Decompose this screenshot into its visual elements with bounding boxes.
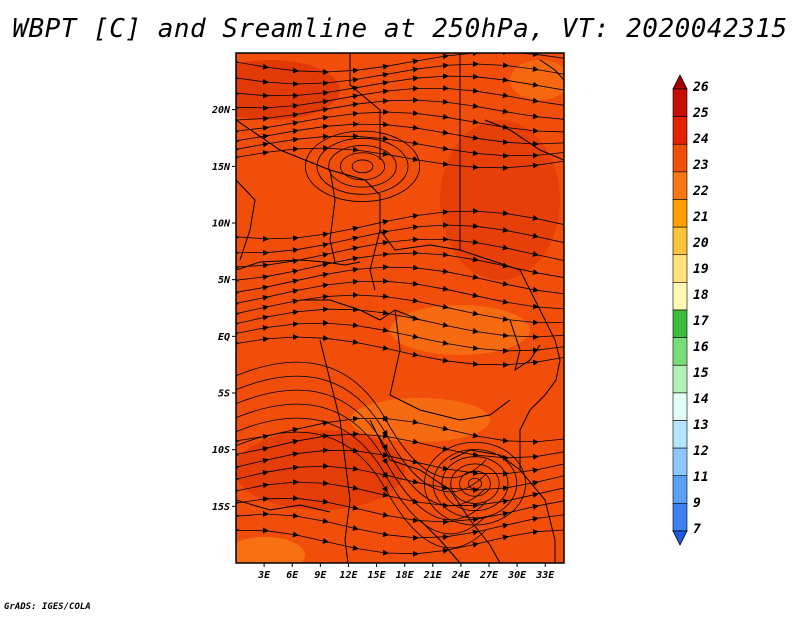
streamline [236,431,487,549]
wbpt-light-patch [390,305,530,355]
streamlines [236,53,564,557]
streamline [236,403,487,521]
colorbar-label: 21 [692,210,709,225]
colorbar-segment [672,420,688,449]
map-frame [235,52,565,564]
vortex-loop [450,463,500,504]
wbpt-light-patch [236,537,305,563]
colorbar-label: 14 [693,392,709,407]
x-tick-label: 9E [314,570,327,581]
streamline [236,417,487,535]
y-tick-label: 15S [212,502,230,513]
colorbar-segment [672,364,688,394]
streamline [236,389,487,507]
colorbar-label: 7 [693,522,701,537]
colorbar-segment [672,199,688,228]
x-tick-label: 6E [286,570,299,581]
colorbar-segment [672,88,688,117]
x-tick-label: 24E [451,570,471,581]
latitude-axis: 20N 15N 10N 5N EQ 5S 10S 15S [211,105,236,513]
grads-credit: GrADS: IGES/COLA [4,602,91,612]
vortex-loop [316,137,409,195]
streamline [236,361,487,479]
streamline [236,375,487,493]
map-title: WBPT [C] and Sreamline at 250hPa, VT: 20… [12,14,788,44]
colorbar-segment [672,337,688,366]
vortex-loop [328,145,397,188]
longitude-axis: 3E 6E 9E 12E 15E 18E 21E 24E 27E 30E 33E [257,563,555,581]
colorbar-label: 13 [693,418,709,433]
colorbar-label: 9 [693,496,701,511]
colorbar-segment [672,392,688,421]
y-tick-label: 5N [218,275,231,286]
vortex-loop [432,449,518,519]
colorbar-label: 11 [693,470,709,485]
vortex-loop [304,130,421,202]
x-tick-label: 21E [423,570,443,581]
colorbar-label: 18 [693,288,709,303]
colorbar-segment [672,309,688,338]
colorbar-label: 24 [692,132,709,147]
colorbar-segment [672,475,688,504]
colorbar-top-triangle [672,74,688,90]
y-tick-label: 10N [212,219,231,230]
colorbar-label: 12 [693,444,709,459]
streamline [236,527,564,557]
y-tick-label: 10S [212,445,230,456]
colorbar-segment [672,282,688,311]
colorbar-segment [672,116,688,145]
colorbar-label: 20 [692,236,709,251]
wbpt-dark-patch [236,430,405,510]
colorbar-label: 17 [693,314,709,329]
x-tick-label: 33E [535,570,555,581]
x-tick-label: 18E [396,570,415,581]
wbpt-light-patch [510,60,564,100]
colorbar-segment [672,503,688,532]
streamline [236,145,564,171]
colorbar-segment [672,447,688,477]
colorbar-label: 19 [693,262,709,277]
y-tick-label: 20N [211,105,231,116]
y-tick-label: 5S [218,389,230,400]
x-tick-label: 30E [507,570,527,581]
colorbar-label: 22 [692,184,709,199]
vortex-loop [340,152,386,181]
colorbar-segment [672,226,688,256]
colorbar-bottom-triangle [672,530,688,546]
colorbar-label: 15 [693,366,709,381]
vortex-loop [441,456,509,512]
colorbar-label: 25 [692,106,709,121]
x-tick-label: 3E [257,570,271,581]
x-tick-label: 27E [479,570,499,581]
wbpt-colorbar: 26 25 24 23 22 21 20 19 18 17 16 15 14 13 12 11 9 7 [672,74,709,546]
vortex-loop [459,470,491,497]
vortex-loop [467,477,482,490]
colorbar-segment [672,143,688,173]
y-tick-label: 15N [212,162,231,173]
colorbar-label: 23 [692,158,709,173]
colorbar-label: 26 [692,80,709,95]
x-tick-label: 15E [368,570,387,581]
y-tick-label: EQ [218,332,230,343]
colorbar-segment [672,254,688,283]
x-tick-label: 12E [339,570,358,581]
vortex-loop [351,159,374,174]
streamline [236,334,564,368]
colorbar-segment [672,171,688,200]
colorbar-label: 16 [693,340,709,355]
